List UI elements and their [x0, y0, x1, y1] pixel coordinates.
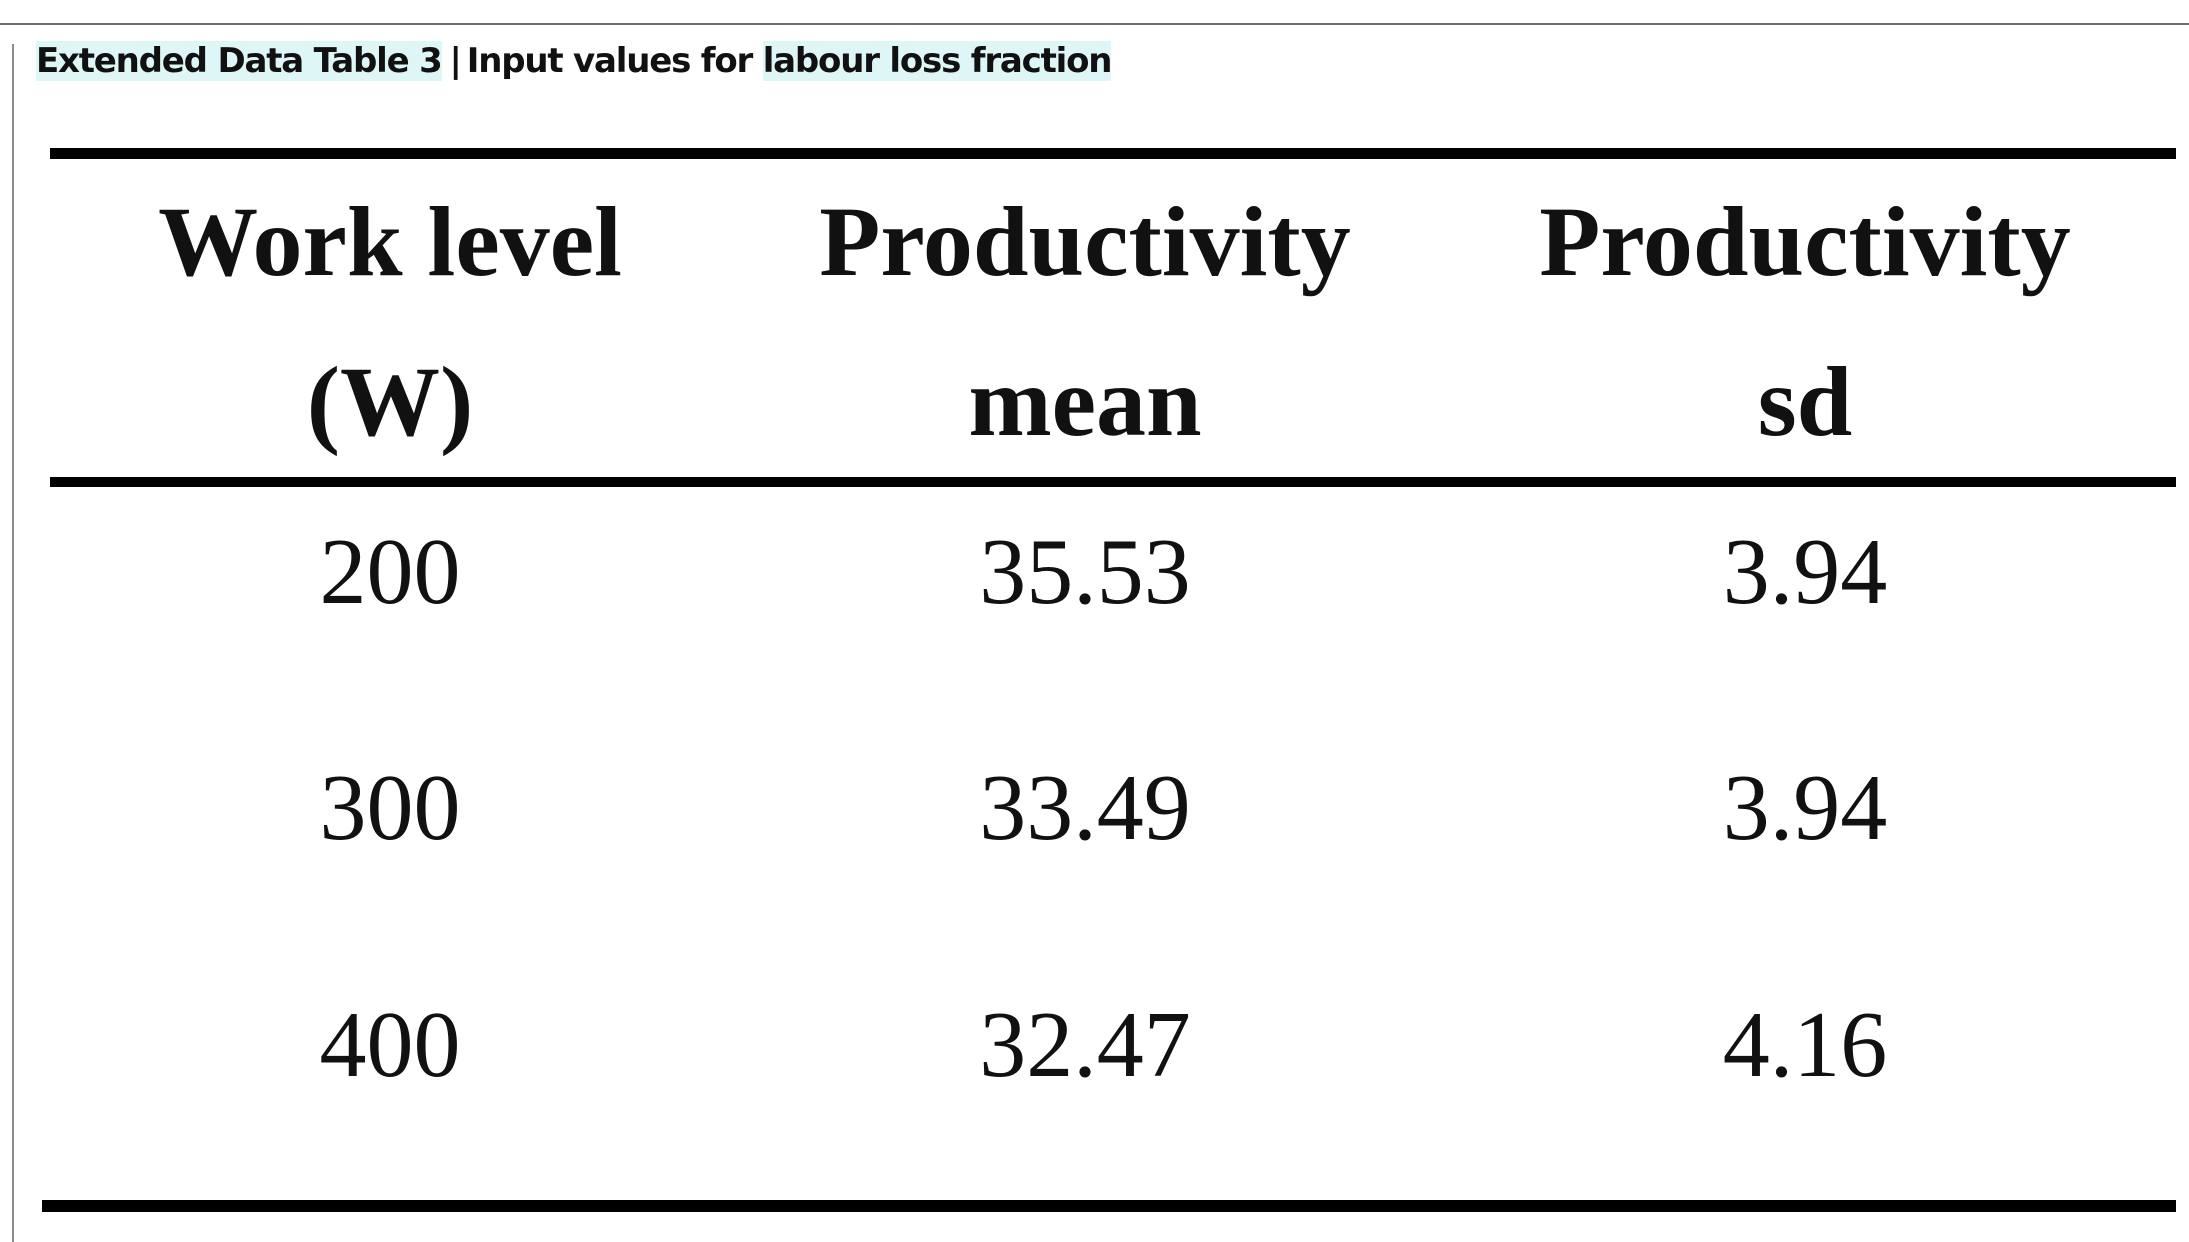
header-work-level-line2: (W) [306, 346, 474, 457]
header-productivity-sd-line2: sd [1757, 346, 1853, 457]
page-top-border [0, 23, 2189, 25]
caption-text: Input values for [466, 41, 754, 81]
cell-work-level: 300 [319, 756, 461, 860]
header-productivity-mean-line1: Productivity [819, 186, 1351, 297]
cell-productivity-mean: 35.53 [979, 520, 1191, 624]
header-productivity-sd-line1: Productivity [1539, 186, 2071, 297]
cell-productivity-mean: 32.47 [979, 993, 1191, 1097]
cell-productivity-sd: 3.94 [1722, 520, 1888, 624]
cell-work-level: 200 [319, 520, 461, 624]
cell-productivity-sd: 4.16 [1722, 993, 1888, 1097]
table-top-rule [50, 148, 2176, 159]
caption-separator: | [449, 41, 462, 81]
table-caption: Extended Data Table 3 | Input values for l… [36, 35, 1112, 87]
caption-table-label: Extended Data Table 3 [36, 41, 443, 81]
caption-highlight: labour loss fraction [762, 41, 1112, 81]
header-productivity-mean-line2: mean [968, 346, 1202, 457]
cell-productivity-sd: 3.94 [1722, 756, 1888, 860]
cell-productivity-mean: 33.49 [979, 756, 1191, 860]
header-work-level-line1: Work level [158, 186, 622, 297]
table-header-rule [50, 477, 2176, 487]
table-bottom-rule [42, 1200, 2176, 1212]
page-left-border [12, 44, 14, 1242]
cell-work-level: 400 [319, 993, 461, 1097]
